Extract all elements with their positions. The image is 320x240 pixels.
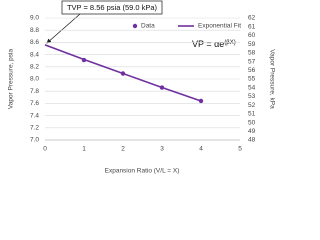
x-tick-label: 1 (82, 146, 86, 153)
y2-tick-label: 60 (248, 32, 256, 39)
annotation-arrow (46, 13, 81, 44)
chart: Vapor Pressure, psia Vapor Pressure, kPa… (7, 0, 276, 175)
legend-marker (132, 23, 138, 29)
y-tick-label: 9.0 (30, 15, 39, 22)
y2-tick-label: 49 (248, 128, 256, 135)
annotation: TVP = 8.56 psia (59.0 kPa) (67, 3, 158, 12)
y-tick-label: 7.6 (30, 100, 39, 107)
y2-tick-label: 59 (248, 41, 256, 48)
y2-tick-label: 50 (248, 119, 256, 126)
y-tick-label: 8.6 (30, 39, 39, 46)
y2-tick-label: 56 (248, 67, 256, 74)
y-tick-label: 7.2 (30, 125, 39, 132)
y2-tick-label: 58 (248, 50, 256, 57)
y2-tick-label: 51 (248, 111, 256, 118)
annotation-box (61, 0, 163, 15)
y2-tick-label: 61 (248, 23, 256, 30)
y-tick-label: 8.4 (30, 51, 39, 58)
y2-tick-label: 52 (248, 102, 256, 109)
y2-tick-label: 48 (248, 137, 256, 144)
y-tick-label: 7.0 (30, 137, 39, 144)
y2-tick-label: 54 (248, 84, 256, 91)
y-tick-label: 8.0 (30, 76, 39, 83)
y2-tick-label: 53 (248, 93, 256, 100)
legend-label: Exponential Fit (198, 23, 241, 30)
x-axis-title: Expansion Ratio (V/L = X) (105, 168, 180, 175)
fit-line (44, 44, 202, 102)
x-tick-label: 0 (43, 146, 47, 153)
y-tick-label: 8.2 (30, 64, 39, 71)
y2-tick-label: 62 (248, 15, 256, 22)
x-tick-label: 2 (121, 146, 125, 153)
y-tick-label: 8.8 (30, 27, 39, 34)
y-axis-title: Vapor Pressure, psia (8, 49, 15, 110)
y2-tick-label: 55 (248, 76, 256, 83)
y-tick-label: 7.8 (30, 88, 39, 95)
y2-tick-label: 57 (248, 58, 256, 65)
x-tick-label: 4 (199, 146, 203, 153)
y2-axis-title: Vapor Pressure, kPa (268, 49, 275, 109)
legend-label: Data (141, 23, 155, 30)
x-tick-label: 3 (160, 146, 164, 153)
y-tick-label: 7.4 (30, 112, 39, 119)
x-tick-label: 5 (238, 146, 242, 153)
